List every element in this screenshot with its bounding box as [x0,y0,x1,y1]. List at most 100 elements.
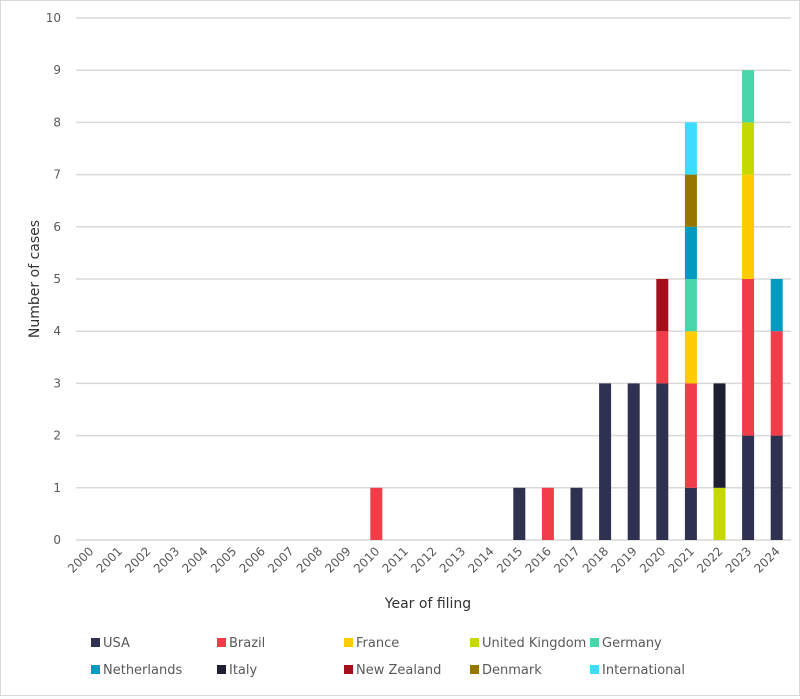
bar-segment-united-kingdom-2023 [742,122,755,175]
legend-label: Netherlands [103,663,182,678]
gridlines [76,17,791,541]
bar-segment-brazil-2024 [770,331,783,436]
bar-segment-brazil-2016 [541,487,554,540]
bar-segment-netherlands-2024 [770,279,783,332]
x-tick-label: 2003 [151,544,182,575]
y-tick-label: 6 [53,220,61,234]
x-tick-label: 2017 [551,544,582,575]
bar-segment-usa-2015 [513,487,526,540]
y-tick-label: 1 [53,481,61,495]
legend-item-usa: USA [91,636,130,651]
x-tick-label: 2019 [608,544,639,575]
x-tick-label: 2011 [380,544,411,575]
bar-segment-usa-2021 [684,487,697,540]
bar-segment-new-zealand-2020 [656,279,669,332]
bar-segment-france-2021 [684,331,697,384]
bar-segment-germany-2021 [684,279,697,332]
legend-item-germany: Germany [590,636,662,651]
bar-segment-international-2021 [684,122,697,175]
y-tick-label: 3 [53,376,61,390]
legend-item-new-zealand: New Zealand [344,663,441,678]
x-tick-label: 2015 [494,544,525,575]
legend-item-brazil: Brazil [217,636,265,651]
x-tick-label: 2012 [408,544,439,575]
x-tick-label: 2020 [637,544,668,575]
legend-label: France [356,636,399,651]
bar-segment-denmark-2021 [684,174,697,227]
bars [370,70,783,540]
legend-item-united-kingdom: United Kingdom [470,636,586,651]
y-tick-labels: 0 1 2 3 4 5 6 7 8 9 10 [46,11,61,547]
bar-segment-brazil-2021 [684,383,697,488]
bar-segment-usa-2019 [627,383,640,540]
x-tick-label: 2000 [65,544,96,575]
legend-item-netherlands: Netherlands [91,663,182,678]
bar-segment-usa-2018 [599,383,612,540]
x-tick-label: 2024 [751,544,782,575]
bar-segment-netherlands-2021 [684,226,697,279]
y-tick-label: 9 [53,63,61,77]
legend-swatch [344,665,353,674]
legend-swatch [217,665,226,674]
x-tick-label: 2006 [237,544,268,575]
bar-segment-usa-2023 [742,435,755,540]
legend-item-france: France [344,636,399,651]
legend-swatch [590,638,599,647]
legend-swatch [91,638,100,647]
x-tick-label: 2022 [694,544,725,575]
x-tick-label: 2016 [523,544,554,575]
y-tick-label: 10 [46,11,61,25]
legend-item-italy: Italy [217,663,258,678]
legend-label: Germany [602,636,662,651]
legend-label: United Kingdom [482,636,586,651]
x-tick-label: 2018 [580,544,611,575]
legend-label: Brazil [229,636,265,651]
x-tick-label: 2009 [322,544,353,575]
y-tick-label: 4 [53,324,61,338]
x-tick-label: 2007 [265,544,296,575]
x-tick-label: 2005 [208,544,239,575]
x-tick-label: 2004 [179,544,210,575]
bar-segment-united-kingdom-2022 [713,487,726,540]
y-tick-label: 0 [53,533,61,547]
bar-segment-france-2023 [742,174,755,279]
legend: USA Brazil France United Kingdom Germany Neth… [91,636,685,678]
y-tick-label: 8 [53,115,61,129]
bar-segment-brazil-2010 [370,487,383,540]
y-tick-label: 2 [53,429,61,443]
x-tick-label: 2023 [723,544,754,575]
y-tick-label: 7 [53,168,61,182]
legend-label: International [602,663,685,678]
legend-swatch [344,638,353,647]
legend-item-denmark: Denmark [470,663,542,678]
legend-label: Denmark [482,663,542,678]
y-axis-title: Number of cases [27,220,43,338]
bar-segment-germany-2023 [742,70,755,123]
legend-swatch [91,665,100,674]
bar-segment-brazil-2020 [656,331,669,384]
bar-segment-usa-2020 [656,383,669,540]
legend-label: New Zealand [356,663,441,678]
x-tick-label: 2014 [465,544,496,575]
legend-swatch [590,665,599,674]
bar-segment-usa-2024 [770,435,783,540]
y-tick-label: 5 [53,272,61,286]
legend-swatch [217,638,226,647]
legend-item-international: International [590,663,685,678]
bar-segment-italy-2022 [713,383,726,488]
legend-label: Italy [229,663,258,678]
x-tick-label: 2001 [94,544,125,575]
legend-swatch [470,638,479,647]
x-tick-label: 2008 [294,544,325,575]
legend-label: USA [103,636,130,651]
x-tick-label: 2010 [351,544,382,575]
legend-swatch [470,665,479,674]
bar-segment-usa-2017 [570,487,583,540]
x-tick-label: 2002 [122,544,153,575]
x-axis-title: Year of filing [384,596,471,612]
x-tick-labels: 2000200120022003200420052006200720082009… [65,544,783,575]
bar-segment-brazil-2023 [742,279,755,436]
x-tick-label: 2013 [437,544,468,575]
